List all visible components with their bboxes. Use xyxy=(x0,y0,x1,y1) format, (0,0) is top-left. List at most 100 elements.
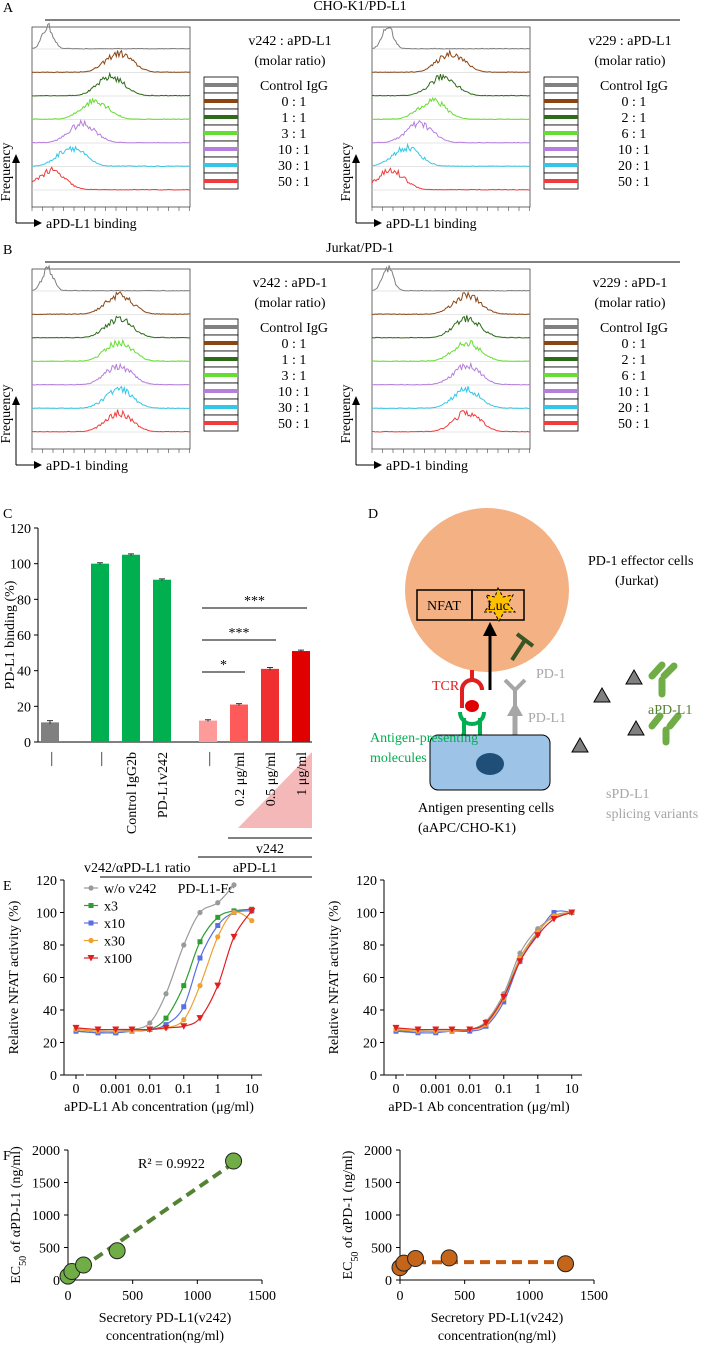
y-tick-label: 2000 xyxy=(32,1144,60,1159)
marker xyxy=(197,983,203,989)
x-tick-label: 1 xyxy=(534,1082,541,1097)
point xyxy=(75,1256,93,1274)
marker xyxy=(568,909,576,916)
x-tick-label: 1 xyxy=(214,1082,221,1097)
marker xyxy=(214,982,222,990)
legend-label: 3 : 1 xyxy=(282,369,307,384)
histogram-trace xyxy=(31,338,191,363)
y-tick-label: 60 xyxy=(43,972,57,987)
label: Antigen-presenting xyxy=(370,731,478,746)
histogram-trace xyxy=(31,315,191,339)
y-axis-label: PD-L1 binding (%) xyxy=(3,580,18,689)
significance-label: *** xyxy=(229,626,250,641)
bar xyxy=(41,722,59,742)
y-axis-label: Frequency xyxy=(0,384,14,443)
bar xyxy=(91,563,109,742)
significance-label: * xyxy=(220,658,227,673)
x-axis-label: aPD-L1 Ab concentration (μg/ml) xyxy=(64,1100,254,1115)
panel-letter: F xyxy=(3,1149,11,1164)
series-line xyxy=(75,910,253,1031)
label: (aAPC/CHO-K1) xyxy=(418,821,516,836)
marker xyxy=(162,1024,170,1032)
bar xyxy=(261,668,279,742)
marker xyxy=(500,994,508,1001)
legend-label: 3 : 1 xyxy=(282,127,307,142)
x-axis-label: aPD-1 binding xyxy=(386,459,468,474)
y-tick-label: 60 xyxy=(17,629,31,644)
y-tick-label: 100 xyxy=(10,558,31,573)
point xyxy=(557,1255,575,1273)
label: PD-L1 xyxy=(528,711,566,726)
marker xyxy=(448,1026,456,1033)
legend-label: 1 : 1 xyxy=(282,111,307,126)
marker xyxy=(197,909,203,916)
heading: (molar ratio) xyxy=(594,54,665,69)
histogram-trace xyxy=(372,409,531,433)
error-bar xyxy=(47,720,53,725)
y-tick-label: 120 xyxy=(356,874,377,889)
legend-label: 0 : 1 xyxy=(622,95,647,110)
legend-label: x30 xyxy=(104,935,125,950)
group-label: aPD-L1 xyxy=(233,861,277,876)
group-label: v242 xyxy=(256,842,284,857)
heading: v229 : aPD-1 xyxy=(593,276,668,291)
marker xyxy=(163,1022,169,1028)
y-axis-label: Relative NFAT activity (%) xyxy=(7,900,22,1054)
x-tick-label: 10 xyxy=(565,1082,579,1097)
legend-label: 50 : 1 xyxy=(618,417,650,432)
label-part: 50 xyxy=(18,1256,29,1266)
heading: v242 : aPD-1 xyxy=(253,276,328,291)
dose-triangle xyxy=(238,752,312,828)
arrow-head xyxy=(374,219,382,227)
y-axis-label: EC50 of αPD-L1 (ng/ml) xyxy=(9,1146,29,1284)
x-tick-label: 0 xyxy=(397,1289,404,1304)
series-line xyxy=(395,910,572,1034)
histogram-trace xyxy=(372,340,531,363)
legend-label: 0 : 1 xyxy=(282,337,307,352)
marker xyxy=(414,1026,422,1033)
marker xyxy=(88,920,94,926)
legend-label: x100 xyxy=(104,952,132,967)
panel-letter: A xyxy=(3,1,14,16)
y-axis-label: Relative NFAT activity (%) xyxy=(327,900,342,1054)
marker xyxy=(215,934,221,940)
x-tick-label: 0.1 xyxy=(495,1082,513,1097)
y-tick-label: 100 xyxy=(356,907,377,922)
histogram-trace xyxy=(31,385,191,410)
label-part: of αPD-L1 (ng/ml) xyxy=(9,1146,24,1256)
histogram-trace xyxy=(372,291,531,316)
histogram-trace xyxy=(371,361,531,386)
legend-label: 0 : 1 xyxy=(622,337,647,352)
histogram-frame xyxy=(31,26,191,208)
x-axis-label: aPD-L1 binding xyxy=(386,217,477,232)
y-tick-label: 80 xyxy=(17,593,31,608)
marker xyxy=(197,939,203,945)
marker xyxy=(215,914,221,920)
bar xyxy=(153,579,171,742)
panel-letter: E xyxy=(3,879,12,894)
y-tick-label: 2000 xyxy=(364,1144,392,1159)
panel-title: Jurkat/PD-1 xyxy=(326,241,394,256)
legend-label: Control IgG xyxy=(600,79,668,94)
y-tick-label: 500 xyxy=(39,1242,60,1257)
marker xyxy=(248,907,256,915)
marker xyxy=(215,923,221,928)
y-tick-label: 0 xyxy=(370,1069,377,1084)
legend-label: x10 xyxy=(104,917,125,932)
marker xyxy=(181,983,187,989)
x-axis-label: aPD-L1 binding xyxy=(46,217,137,232)
series-line xyxy=(395,911,572,1032)
x-tick-label: 0 xyxy=(65,1289,72,1304)
x-tick-label: 0.01 xyxy=(138,1082,163,1097)
label: splicing variants xyxy=(606,807,698,822)
marker xyxy=(196,1015,204,1022)
y-tick-label: 20 xyxy=(363,1037,377,1052)
marker xyxy=(88,903,94,908)
marker xyxy=(128,1026,136,1033)
marker xyxy=(72,1024,80,1032)
legend-label: 6 : 1 xyxy=(622,127,647,142)
panel-letter: B xyxy=(3,243,12,258)
legend-label: 30 : 1 xyxy=(278,401,310,416)
marker xyxy=(516,958,524,965)
heading: (molar ratio) xyxy=(254,54,325,69)
